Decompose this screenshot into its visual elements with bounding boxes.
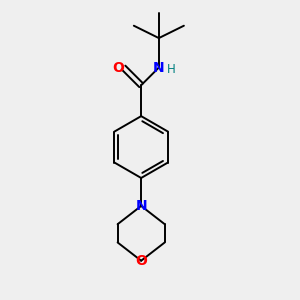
Text: O: O — [135, 254, 147, 268]
Text: N: N — [153, 61, 165, 74]
Text: O: O — [112, 61, 124, 74]
Text: H: H — [167, 63, 176, 76]
Text: N: N — [135, 199, 147, 213]
